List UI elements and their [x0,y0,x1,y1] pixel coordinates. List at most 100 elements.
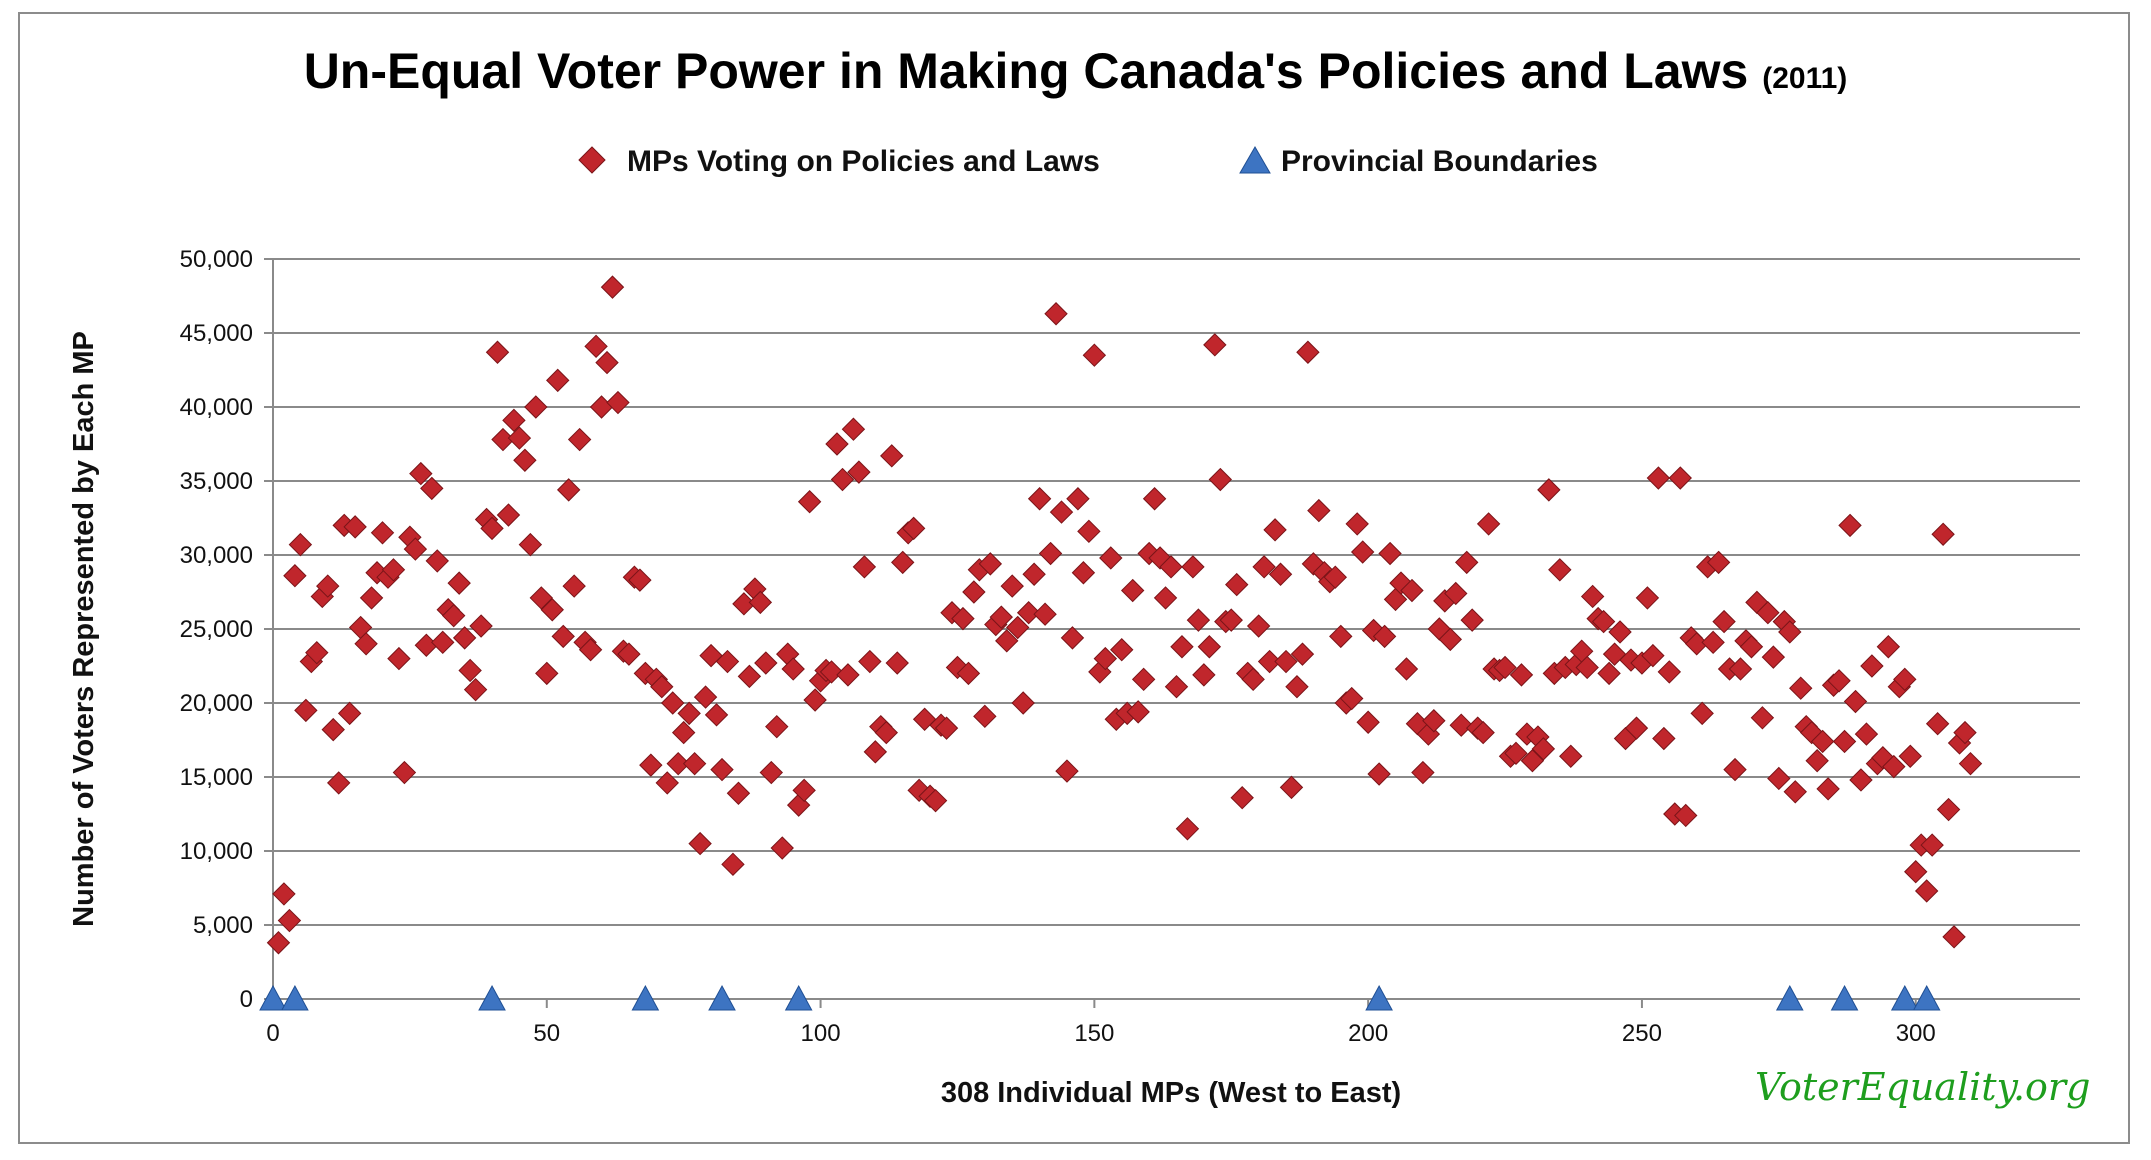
data-point-mp [819,660,844,684]
y-tick-label: 15,000 [180,764,253,791]
data-point-mp [1175,817,1200,841]
series-boundaries [259,984,1941,1011]
data-point-mp [1958,751,1983,776]
data-point-mp [1641,643,1665,668]
data-point-mp [1005,615,1030,640]
data-point-mp [781,657,805,681]
data-point-mp [1860,654,1884,678]
data-point-mp [721,852,745,877]
data-point-mp [294,698,318,723]
data-point-mp [1810,729,1835,754]
data-point-mp [1110,638,1134,662]
data-point-mp [1767,766,1791,791]
data-point-mp [595,350,619,375]
data-point-mp [825,432,849,456]
data-point-mp [578,638,603,662]
y-axis-title: Number of Voters Represented by Each MP [68,331,100,927]
data-point-mp [666,751,690,776]
data-point-mp [1778,620,1802,644]
data-point-mp [1142,487,1167,511]
data-point-mp [1230,786,1254,810]
data-point-mp [1739,635,1764,659]
data-point-mp [420,476,444,501]
data-point-mp [1263,518,1287,542]
data-point-mp [562,574,586,598]
y-tick-label: 10,000 [180,838,253,865]
data-point-mp [1203,333,1227,357]
data-point-mp [852,555,877,579]
data-point-mp [688,831,712,856]
data-point-mp [639,753,663,777]
y-tick-label: 40,000 [180,394,253,421]
data-point-mp [1290,642,1315,666]
data-point-mp [1920,833,1944,857]
data-point-mp [1953,720,1977,745]
data-point-mp [1597,661,1621,686]
data-point-mp [858,649,882,674]
data-point-mp [677,701,701,726]
data-point-boundary [478,984,506,1011]
data-point-mp [1394,657,1419,681]
data-point-mp [940,601,964,625]
data-point-boundary [1912,984,1941,1011]
y-tick-label: 20,000 [180,690,253,717]
y-tick-label: 30,000 [180,542,253,569]
data-point-mp [1246,614,1271,638]
data-point-mp [1827,669,1851,693]
data-point-mp [266,931,291,955]
data-point-mp [1307,498,1331,523]
data-point-mp [1164,675,1189,699]
data-point-mp [1153,586,1178,610]
data-point-mp [715,649,740,674]
data-point-mp [699,643,723,668]
data-point-mp [1449,713,1473,737]
data-point-mp [524,395,548,419]
data-point-mp [874,720,898,745]
data-point-mp [1783,780,1807,804]
data-point-mp [1055,759,1079,783]
data-point-mp [354,632,378,656]
data-point-mp [628,568,652,592]
data-point-mp [748,590,773,615]
data-point-mp [1493,655,1517,680]
data-point-mp [589,395,614,419]
data-point-mp [1646,466,1671,490]
data-point-mp [1000,574,1024,598]
data-point-mp [288,532,313,557]
data-point-mp [891,550,915,575]
data-point-mp [1372,624,1397,649]
data-point-mp [1099,546,1123,570]
data-point-mp [1756,601,1780,625]
data-point-mp [1082,343,1107,367]
data-point-mp [1181,555,1205,579]
data-point-mp [496,503,521,527]
data-point-mp [973,704,997,729]
y-tick-label: 0 [240,986,253,1013]
data-point-mp [617,642,641,666]
data-point-mp [786,793,811,817]
data-point-mp [387,646,411,671]
series-mps [266,275,1983,955]
data-point-mp [1170,635,1194,659]
y-tick-label: 50,000 [180,246,253,273]
data-point-mp [633,661,658,686]
data-point-mp [1914,879,1939,903]
data-point-boundary [1890,984,1919,1011]
data-point-mp [1728,657,1753,681]
data-point-mp [1049,500,1074,524]
data-point-mp [1367,762,1391,786]
data-point-mp [754,651,778,675]
data-point-mp [934,716,959,740]
data-point-mp [1504,741,1528,766]
data-point-mp [1882,754,1906,779]
data-point-mp [1422,709,1446,733]
data-point-mp [507,426,532,450]
data-point-mp [1208,467,1233,492]
data-point-mp [567,427,592,452]
data-point-boundary [708,984,736,1011]
data-point-mp [359,586,384,610]
data-point-mp [978,552,1003,576]
y-tick-label: 45,000 [180,320,253,347]
data-point-mp [600,275,625,299]
data-point-mp [392,760,417,785]
